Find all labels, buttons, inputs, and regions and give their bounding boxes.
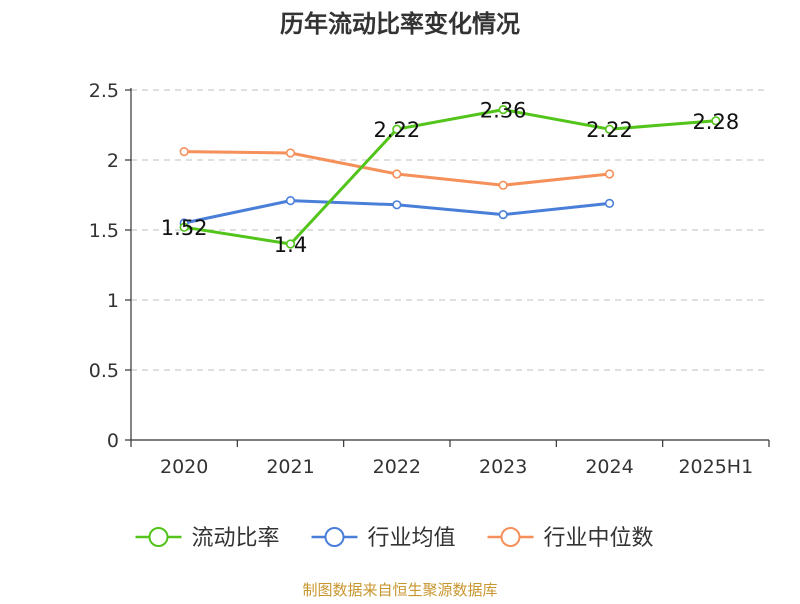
data-label: 2.36	[480, 99, 527, 123]
data-point	[604, 124, 615, 134]
data-point	[285, 196, 296, 206]
x-tick-label: 2021	[266, 456, 314, 478]
data-point	[604, 169, 615, 179]
grid-lines: 00.511.522.5	[89, 80, 769, 452]
data-label: 2.22	[373, 118, 420, 142]
axes: 2020 2021 2022 2023 2024 2025H1	[130, 88, 770, 478]
data-point	[498, 104, 508, 115]
legend-label: 流动比率	[192, 526, 280, 551]
x-tick-label: 2020	[160, 456, 208, 478]
legend-label: 行业中位数	[544, 526, 654, 551]
legend-marker	[500, 527, 521, 547]
data-point	[285, 148, 296, 158]
legend-marker	[148, 527, 169, 547]
y-tick-label: 2.5	[89, 80, 119, 102]
legend-marker	[324, 527, 345, 547]
y-tick-label: 0.5	[89, 360, 119, 382]
series-line	[184, 150, 610, 187]
data-point	[498, 180, 508, 190]
series-1	[179, 196, 615, 228]
legend-item: 行业中位数	[487, 526, 654, 551]
legend-item: 流动比率	[135, 526, 280, 551]
data-point	[392, 200, 402, 210]
data-label: 2.22	[586, 118, 633, 142]
y-tick-label: 1	[107, 290, 119, 312]
data-label: 1.4	[274, 233, 307, 257]
series-2	[179, 147, 615, 190]
source-note: 制图数据来自恒生聚源数据库	[302, 581, 497, 599]
x-tick-label: 2022	[373, 456, 421, 478]
y-tick-label: 1.5	[89, 220, 119, 242]
data-point	[179, 147, 189, 157]
series-layer	[179, 104, 721, 249]
data-point	[498, 210, 508, 220]
y-tick-label: 0	[107, 430, 119, 452]
data-point	[285, 239, 296, 249]
y-tick-label: 2	[107, 150, 119, 172]
data-point	[711, 116, 721, 126]
legend-label: 行业均值	[368, 526, 456, 551]
series-0	[179, 104, 721, 249]
series-line	[183, 108, 716, 246]
legend-item: 行业均值	[311, 526, 456, 551]
data-label: 2.28	[692, 110, 739, 134]
data-point	[179, 222, 189, 232]
x-tick-label: 2023	[479, 456, 527, 478]
legend: 流动比率 行业均值 行业中位数	[135, 526, 654, 551]
x-tick-label: 2025H1	[678, 456, 753, 478]
chart-title: 历年流动比率变化情况	[280, 10, 520, 38]
data-labels: 1.52 1.4 2.22 2.36 2.22 2.28	[161, 99, 739, 257]
data-point	[392, 169, 402, 179]
data-point	[604, 198, 615, 208]
x-tick-label: 2024	[585, 456, 633, 478]
data-point	[392, 124, 402, 134]
data-label: 1.52	[161, 216, 208, 240]
